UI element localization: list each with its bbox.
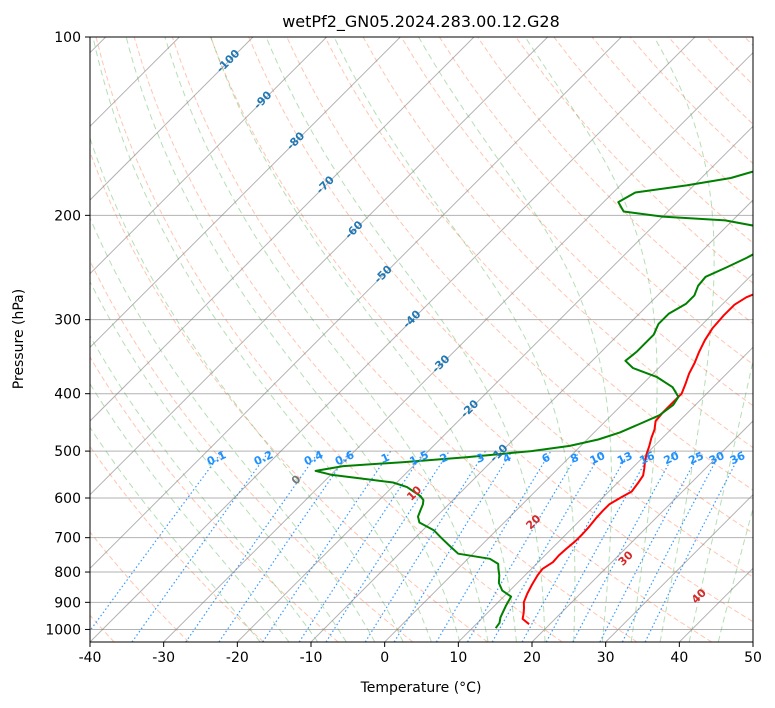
- moist-adiabat: [524, 37, 658, 642]
- moist-adiabat: [90, 426, 261, 642]
- y-tick-label: 700: [54, 531, 81, 547]
- x-tick-label: 30: [597, 650, 615, 666]
- temperature-line: [521, 293, 753, 625]
- moist-adiabat: [688, 358, 753, 642]
- moist-adiabat: [90, 382, 290, 642]
- grid-lines: [90, 37, 753, 642]
- moist-adiabat: [90, 280, 347, 642]
- dry-adiabat: [400, 37, 753, 407]
- mixing-ratio-label: 10: [588, 449, 608, 467]
- dry-adiabat: [90, 356, 339, 642]
- x-tick-label: 40: [670, 650, 688, 666]
- mixing-ratio-label: 16: [637, 449, 657, 467]
- y-tick-label: 300: [54, 313, 81, 329]
- moist-adiabat: [90, 136, 404, 642]
- isotherm-line: [384, 272, 753, 642]
- background-lines: [90, 37, 753, 642]
- isotherm-line: [90, 37, 475, 422]
- moist-adiabat: [418, 37, 613, 642]
- isotherm-line: [90, 37, 328, 275]
- moist-adiabat: [210, 37, 517, 642]
- moist-adiabat: [265, 37, 546, 642]
- moist-adiabat: [90, 334, 319, 642]
- mixing-ratio-line: [393, 450, 513, 642]
- dry-adiabat: [248, 37, 753, 578]
- mixing-ratio-label: 25: [686, 449, 705, 467]
- mixing-ratio-line: [218, 450, 351, 642]
- dry-adiabat: [210, 37, 753, 623]
- x-tick-label: -40: [79, 650, 102, 666]
- y-tick-label: 1000: [45, 622, 81, 638]
- y-tick-label: 600: [54, 491, 81, 507]
- mixing-ratio-line: [90, 450, 223, 632]
- moist-adiabat: [164, 37, 489, 642]
- mixing-ratio-line: [185, 450, 320, 642]
- chart-title: wetPf2_GN05.2024.283.00.12.G28: [282, 12, 560, 32]
- plot-background: [90, 37, 753, 642]
- isotherm-line: [457, 346, 753, 642]
- dry-adiabat: [90, 150, 488, 642]
- x-axis: -40 -30 -20 -10 0 10 20 30 40 50: [79, 642, 762, 666]
- dry-adiabat: [133, 37, 638, 642]
- moist-adiabat: [92, 37, 432, 642]
- isotherm-line: [752, 641, 753, 642]
- dry-adiabat: [171, 37, 712, 642]
- mixing-ratio-line: [262, 450, 392, 642]
- y-tick-label: 400: [54, 387, 81, 403]
- isotherm-line: [605, 493, 753, 642]
- dry-adiabat: [324, 37, 753, 491]
- mixing-ratio-line: [131, 450, 270, 642]
- x-tick-label: -20: [226, 650, 249, 666]
- dry-adiabat: [95, 37, 563, 642]
- dry-adiabat: [90, 531, 190, 642]
- isotherm-line: [90, 37, 254, 201]
- isotherm-line: [90, 37, 549, 496]
- isotherm-line: [163, 51, 753, 642]
- isotherm-line: [90, 37, 622, 570]
- moist-adiabat: [125, 37, 461, 642]
- y-tick-label: 100: [54, 30, 81, 46]
- y-tick-label: 800: [54, 565, 81, 581]
- dry-adiabat: [438, 37, 753, 366]
- moist-adiabat: [90, 216, 376, 642]
- mixing-ratio-line: [572, 450, 677, 642]
- dry-adiabat: [515, 37, 753, 284]
- y-axis: 100 200 300 400 500 600 700 800 900 1000: [45, 30, 90, 638]
- isotherm-line: [90, 37, 696, 642]
- mixing-ratio-line: [521, 450, 631, 642]
- isotherm-line: [90, 37, 401, 349]
- x-tick-label: -30: [152, 650, 175, 666]
- series-lines: [314, 170, 753, 629]
- isotherm-line: [310, 199, 753, 642]
- y-tick-label: 900: [54, 595, 81, 611]
- x-axis-label: Temperature (°C): [360, 680, 482, 696]
- moist-adiabat: [333, 37, 576, 642]
- moist-adiabat: [653, 37, 715, 642]
- mixing-ratio-label: 36: [728, 449, 748, 467]
- x-tick-label: 10: [449, 650, 467, 666]
- x-tick-label: 50: [744, 650, 762, 666]
- y-tick-label: 500: [54, 444, 81, 460]
- mixing-ratio-label: 13: [615, 449, 634, 467]
- y-tick-label: 200: [54, 208, 81, 224]
- mixing-ratio-line: [298, 450, 425, 642]
- dry-adiabat: [90, 445, 264, 642]
- mixing-ratio-line: [325, 450, 450, 642]
- isotherm-line: [236, 125, 753, 642]
- x-tick-label: 20: [523, 650, 541, 666]
- x-tick-label: -10: [300, 650, 323, 666]
- mixing-ratio-label: 30: [707, 449, 727, 467]
- mixing-ratio-label: 20: [662, 449, 682, 467]
- dewpoint-line: [314, 170, 753, 629]
- isotherm-line: [531, 420, 753, 642]
- plot-frame: [89, 36, 754, 643]
- y-axis-label: Pressure (hPa): [11, 289, 27, 389]
- mixing-ratio-line: [644, 450, 743, 642]
- moist-adiabat: [717, 506, 753, 642]
- x-tick-label: 0: [380, 650, 389, 666]
